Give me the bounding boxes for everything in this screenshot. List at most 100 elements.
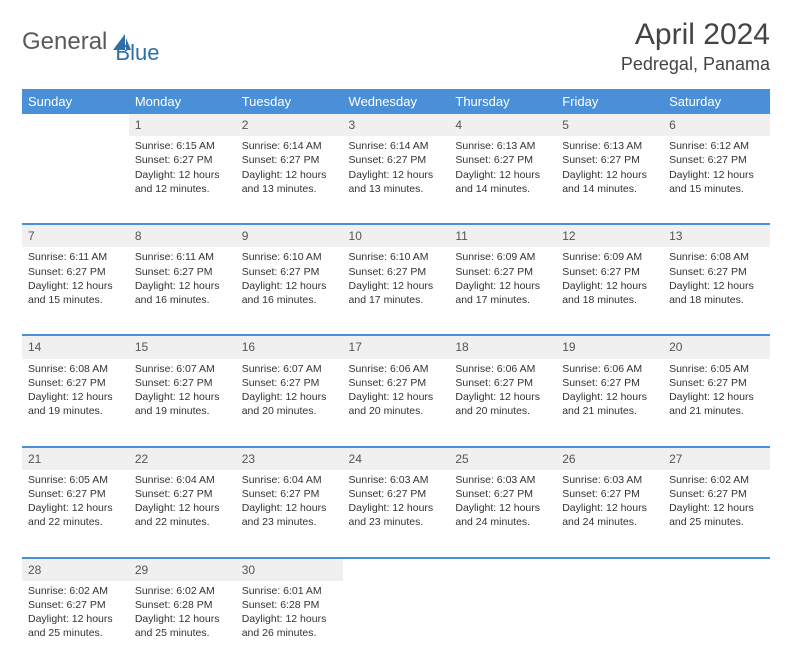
day-content-cell: Sunrise: 6:13 AMSunset: 6:27 PMDaylight:… — [556, 136, 663, 224]
day-number-cell: 29 — [129, 558, 236, 581]
day-content-cell: Sunrise: 6:05 AMSunset: 6:27 PMDaylight:… — [22, 470, 129, 558]
daylight-text-2: and 21 minutes. — [669, 404, 764, 418]
daylight-text-2: and 22 minutes. — [135, 515, 230, 529]
daylight-text-1: Daylight: 12 hours — [135, 501, 230, 515]
sunset-text: Sunset: 6:27 PM — [135, 487, 230, 501]
day-content-cell: Sunrise: 6:10 AMSunset: 6:27 PMDaylight:… — [236, 247, 343, 335]
daylight-text-2: and 16 minutes. — [242, 293, 337, 307]
day-content-cell — [343, 581, 450, 669]
daylight-text-1: Daylight: 12 hours — [455, 390, 550, 404]
sunset-text: Sunset: 6:27 PM — [455, 265, 550, 279]
sunrise-text: Sunrise: 6:04 AM — [135, 473, 230, 487]
daylight-text-2: and 14 minutes. — [562, 182, 657, 196]
sunset-text: Sunset: 6:27 PM — [562, 376, 657, 390]
calendar-table: Sunday Monday Tuesday Wednesday Thursday… — [22, 89, 770, 669]
weekday-header: Sunday — [22, 89, 129, 114]
daylight-text-2: and 20 minutes. — [455, 404, 550, 418]
day-content-cell: Sunrise: 6:08 AMSunset: 6:27 PMDaylight:… — [22, 359, 129, 447]
daylight-text-2: and 24 minutes. — [455, 515, 550, 529]
sunrise-text: Sunrise: 6:02 AM — [28, 584, 123, 598]
daynum-row: 282930 — [22, 558, 770, 581]
daylight-text-2: and 25 minutes. — [669, 515, 764, 529]
daylight-text-2: and 18 minutes. — [669, 293, 764, 307]
day-content-cell: Sunrise: 6:02 AMSunset: 6:27 PMDaylight:… — [663, 470, 770, 558]
sunrise-text: Sunrise: 6:03 AM — [562, 473, 657, 487]
daylight-text-1: Daylight: 12 hours — [242, 168, 337, 182]
sunset-text: Sunset: 6:27 PM — [349, 376, 444, 390]
content-row: Sunrise: 6:15 AMSunset: 6:27 PMDaylight:… — [22, 136, 770, 224]
day-content-cell: Sunrise: 6:10 AMSunset: 6:27 PMDaylight:… — [343, 247, 450, 335]
sunrise-text: Sunrise: 6:11 AM — [28, 250, 123, 264]
day-number-cell: 14 — [22, 335, 129, 358]
daylight-text-2: and 16 minutes. — [135, 293, 230, 307]
day-number-cell: 16 — [236, 335, 343, 358]
day-number-cell: 19 — [556, 335, 663, 358]
sunrise-text: Sunrise: 6:12 AM — [669, 139, 764, 153]
sunset-text: Sunset: 6:28 PM — [135, 598, 230, 612]
day-number-cell: 13 — [663, 224, 770, 247]
day-content-cell: Sunrise: 6:07 AMSunset: 6:27 PMDaylight:… — [129, 359, 236, 447]
day-number-cell: 8 — [129, 224, 236, 247]
day-number-cell: 18 — [449, 335, 556, 358]
content-row: Sunrise: 6:08 AMSunset: 6:27 PMDaylight:… — [22, 359, 770, 447]
day-content-cell — [556, 581, 663, 669]
day-content-cell: Sunrise: 6:02 AMSunset: 6:28 PMDaylight:… — [129, 581, 236, 669]
sunrise-text: Sunrise: 6:05 AM — [669, 362, 764, 376]
sunset-text: Sunset: 6:28 PM — [242, 598, 337, 612]
daylight-text-1: Daylight: 12 hours — [135, 279, 230, 293]
weekday-header: Tuesday — [236, 89, 343, 114]
daylight-text-1: Daylight: 12 hours — [242, 501, 337, 515]
day-content-cell: Sunrise: 6:01 AMSunset: 6:28 PMDaylight:… — [236, 581, 343, 669]
daylight-text-1: Daylight: 12 hours — [669, 168, 764, 182]
sunset-text: Sunset: 6:27 PM — [135, 376, 230, 390]
sunrise-text: Sunrise: 6:02 AM — [135, 584, 230, 598]
page-subtitle: Pedregal, Panama — [621, 54, 770, 75]
daylight-text-1: Daylight: 12 hours — [562, 501, 657, 515]
daylight-text-2: and 25 minutes. — [135, 626, 230, 640]
day-number-cell — [556, 558, 663, 581]
sunset-text: Sunset: 6:27 PM — [28, 487, 123, 501]
daylight-text-2: and 20 minutes. — [349, 404, 444, 418]
sunrise-text: Sunrise: 6:09 AM — [455, 250, 550, 264]
sunset-text: Sunset: 6:27 PM — [455, 487, 550, 501]
sunset-text: Sunset: 6:27 PM — [28, 265, 123, 279]
daylight-text-1: Daylight: 12 hours — [562, 279, 657, 293]
sunrise-text: Sunrise: 6:15 AM — [135, 139, 230, 153]
sunset-text: Sunset: 6:27 PM — [669, 265, 764, 279]
day-number-cell: 4 — [449, 114, 556, 136]
sunset-text: Sunset: 6:27 PM — [562, 487, 657, 501]
content-row: Sunrise: 6:05 AMSunset: 6:27 PMDaylight:… — [22, 470, 770, 558]
daylight-text-2: and 25 minutes. — [28, 626, 123, 640]
sunset-text: Sunset: 6:27 PM — [242, 265, 337, 279]
daylight-text-2: and 15 minutes. — [28, 293, 123, 307]
daylight-text-2: and 15 minutes. — [669, 182, 764, 196]
sunrise-text: Sunrise: 6:14 AM — [349, 139, 444, 153]
sunset-text: Sunset: 6:27 PM — [455, 153, 550, 167]
day-content-cell — [663, 581, 770, 669]
day-number-cell: 24 — [343, 447, 450, 470]
daynum-row: 21222324252627 — [22, 447, 770, 470]
sunrise-text: Sunrise: 6:10 AM — [349, 250, 444, 264]
daylight-text-1: Daylight: 12 hours — [28, 501, 123, 515]
day-content-cell: Sunrise: 6:14 AMSunset: 6:27 PMDaylight:… — [236, 136, 343, 224]
header: General Blue April 2024 Pedregal, Panama — [22, 18, 770, 75]
daylight-text-2: and 22 minutes. — [28, 515, 123, 529]
sunrise-text: Sunrise: 6:13 AM — [455, 139, 550, 153]
daylight-text-2: and 19 minutes. — [28, 404, 123, 418]
daylight-text-1: Daylight: 12 hours — [242, 612, 337, 626]
sunset-text: Sunset: 6:27 PM — [349, 265, 444, 279]
daylight-text-1: Daylight: 12 hours — [669, 390, 764, 404]
sunset-text: Sunset: 6:27 PM — [28, 598, 123, 612]
sunrise-text: Sunrise: 6:05 AM — [28, 473, 123, 487]
day-content-cell: Sunrise: 6:02 AMSunset: 6:27 PMDaylight:… — [22, 581, 129, 669]
day-content-cell: Sunrise: 6:11 AMSunset: 6:27 PMDaylight:… — [129, 247, 236, 335]
sunset-text: Sunset: 6:27 PM — [135, 153, 230, 167]
sunrise-text: Sunrise: 6:11 AM — [135, 250, 230, 264]
sunrise-text: Sunrise: 6:06 AM — [562, 362, 657, 376]
daylight-text-1: Daylight: 12 hours — [242, 390, 337, 404]
daylight-text-2: and 18 minutes. — [562, 293, 657, 307]
daylight-text-2: and 24 minutes. — [562, 515, 657, 529]
day-content-cell: Sunrise: 6:09 AMSunset: 6:27 PMDaylight:… — [556, 247, 663, 335]
sunset-text: Sunset: 6:27 PM — [455, 376, 550, 390]
day-number-cell — [449, 558, 556, 581]
